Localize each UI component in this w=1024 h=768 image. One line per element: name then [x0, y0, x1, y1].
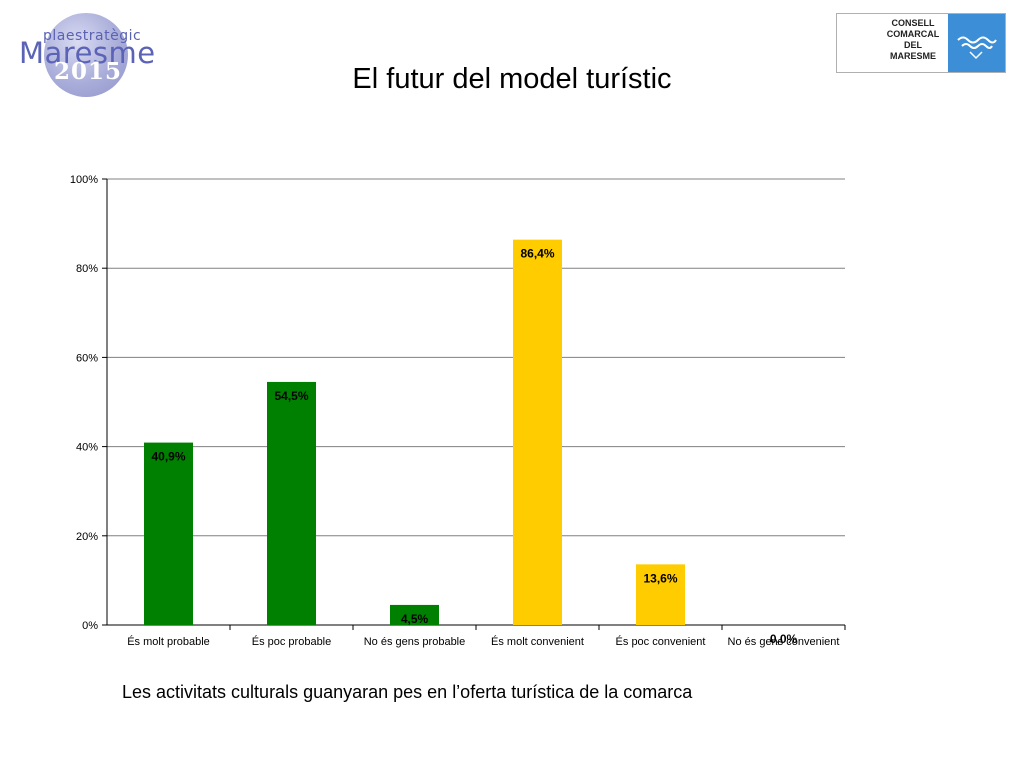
consell-comarcal-logo: CONSELL COMARCAL DEL MARESME: [836, 13, 1006, 73]
y-tick-label: 20%: [76, 531, 98, 543]
x-tick-label: És poc convenient: [616, 635, 706, 648]
consell-line: CONSELL: [891, 18, 935, 28]
wave-emblem-svg: [957, 36, 997, 60]
bar: [636, 564, 685, 625]
logo-year-text: 2015: [54, 58, 123, 85]
x-tick-label: No és gens probable: [364, 636, 466, 648]
data-label: 40,9%: [151, 450, 185, 464]
data-label: 4,5%: [401, 612, 429, 626]
data-label: 0,0%: [770, 632, 798, 646]
data-label: 54,5%: [274, 389, 308, 403]
bar: [267, 381, 316, 625]
y-tick-label: 40%: [76, 442, 98, 454]
x-tick-label: És molt convenient: [491, 635, 584, 648]
bar: [390, 604, 439, 625]
y-tick-label: 100%: [70, 174, 98, 186]
logo-pla-text: plaestratègic: [43, 28, 142, 44]
bar: [513, 239, 562, 625]
logo-maresme-text: Maresme: [19, 36, 156, 70]
consell-line: DEL: [904, 40, 922, 50]
bar: [144, 442, 193, 625]
consell-line: COMARCAL: [886, 29, 940, 39]
y-tick-label: 0%: [82, 620, 98, 632]
page-title: El futur del model turístic: [352, 63, 672, 95]
consell-line: MARESME: [889, 51, 936, 61]
logo-circle: [44, 13, 128, 97]
wave-emblem-icon: [948, 14, 1005, 72]
plaestrategic-logo: plaestratègic Maresme 2015: [16, 10, 156, 97]
data-label: 13,6%: [643, 571, 677, 585]
x-tick-label: És poc probable: [252, 635, 332, 648]
y-tick-label: 80%: [76, 263, 98, 275]
consell-logo-text: CONSELL COMARCAL DEL MARESME: [877, 18, 949, 62]
x-tick-label: No és gens convenient: [728, 636, 840, 648]
x-tick-label: És molt probable: [127, 635, 210, 648]
y-tick-label: 60%: [76, 352, 98, 364]
data-label: 86,4%: [520, 247, 554, 261]
chart-caption: Les activitats culturals guanyaran pes e…: [122, 682, 693, 702]
